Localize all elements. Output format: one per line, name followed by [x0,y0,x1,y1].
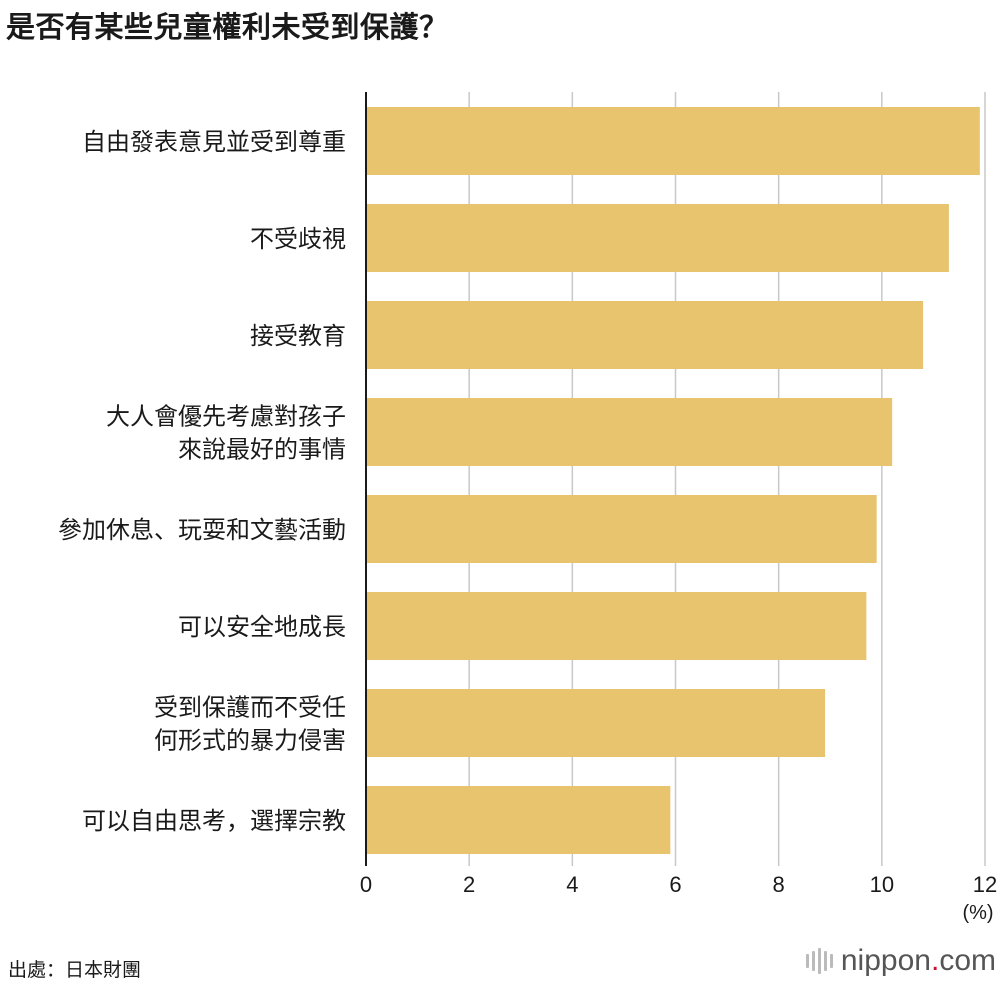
x-tick-label-0: 0 [360,872,372,897]
x-tick-label-3: 6 [669,872,681,897]
bar-7 [366,786,671,854]
bar-4 [366,495,877,563]
category-label-2-0: 接受教育 [250,322,346,350]
x-tick-label-6: 12 [973,872,997,897]
chart-title: 是否有某些兒童權利未受到保護？ [6,10,449,44]
bar-0 [366,107,980,175]
category-label-3-0: 大人會優先考慮對孩子 [106,403,346,431]
bar-1 [366,204,949,272]
category-label-6-1: 何形式的暴力侵害 [154,727,346,755]
brand-dot: . [930,944,940,977]
category-label-0-0: 自由發表意見並受到尊重 [82,128,346,156]
brand-tld: com [939,944,996,977]
bar-2 [366,301,924,369]
category-label-4-0: 參加休息、玩耍和文藝活動 [58,516,346,544]
bar-5 [366,592,867,660]
x-unit-label: (%) [962,902,993,924]
bar-6 [366,689,826,757]
brand-logo: nippon. com [805,944,996,978]
brand-bars-icon [805,948,833,974]
category-label-3-1: 來說最好的事情 [178,436,346,464]
x-tick-label-1: 2 [463,872,475,897]
x-tick-label-5: 10 [870,872,894,897]
x-tick-label-4: 8 [773,872,785,897]
category-label-1-0: 不受歧視 [250,225,346,253]
category-label-7-0: 可以自由思考，選擇宗教 [82,807,346,835]
bar-3 [366,398,893,466]
category-label-6-0: 受到保護而不受任 [154,694,346,722]
x-tick-label-2: 4 [566,872,578,897]
category-label-5-0: 可以安全地成長 [178,613,346,641]
source-note: 出處：日本財團 [8,959,142,981]
brand-name: nippon [840,944,931,977]
